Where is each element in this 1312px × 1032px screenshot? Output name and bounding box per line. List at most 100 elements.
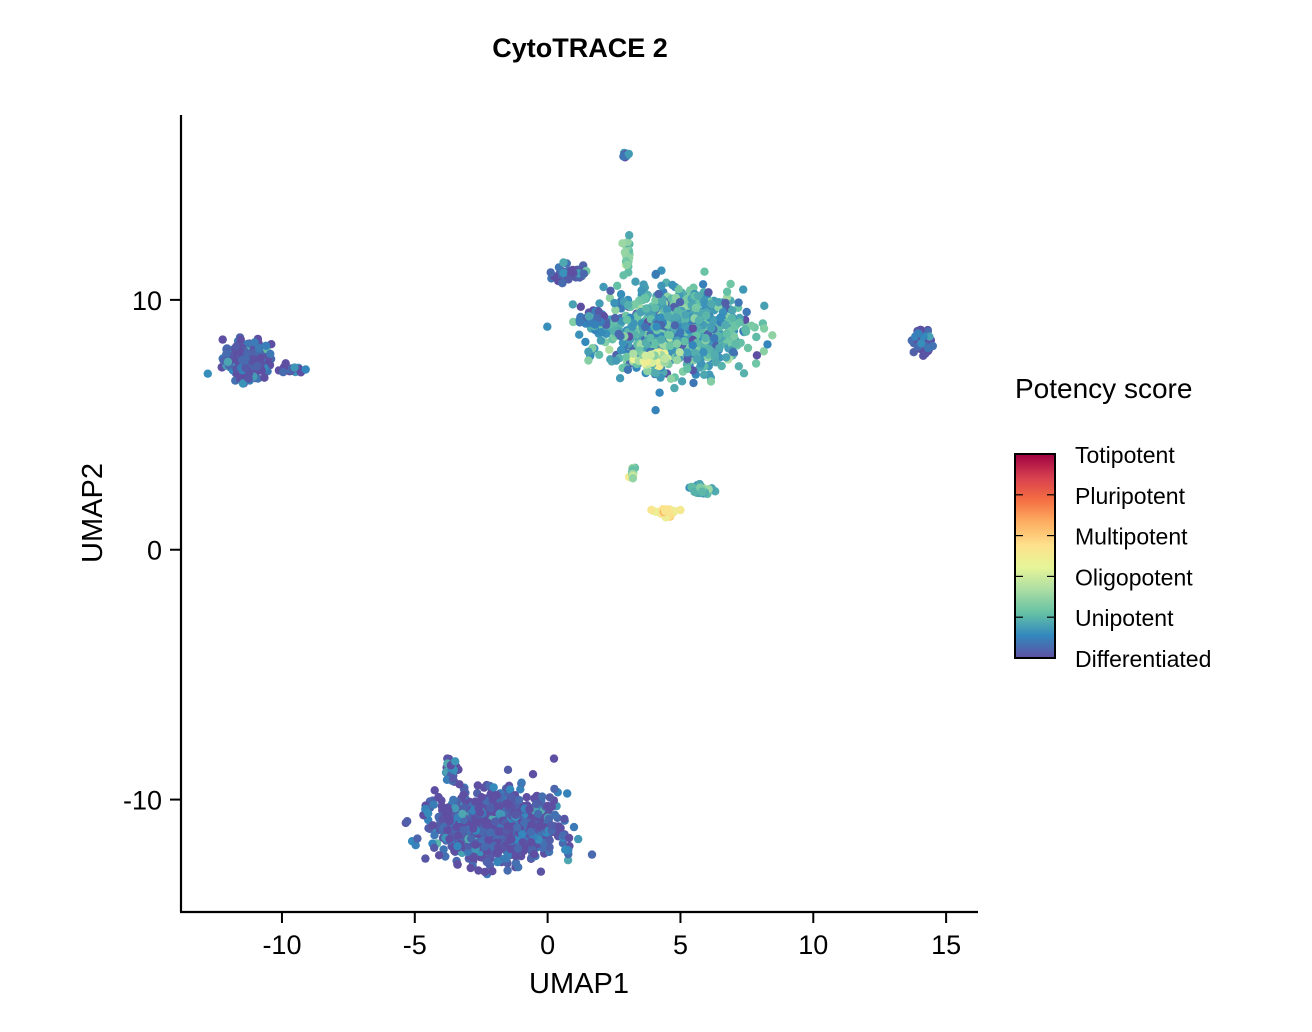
scatter-point bbox=[721, 320, 730, 330]
scatter-point bbox=[495, 827, 505, 836]
scatter-point bbox=[543, 322, 552, 331]
legend-title: Potency score bbox=[1015, 373, 1192, 404]
scatter-point bbox=[768, 331, 777, 340]
scatter-point bbox=[752, 351, 762, 360]
scatter-point bbox=[613, 281, 622, 290]
scatter-point bbox=[702, 311, 711, 320]
scatter-point bbox=[518, 838, 527, 847]
scatter-point bbox=[699, 348, 708, 357]
scatter-point bbox=[493, 857, 502, 867]
x-tick-label: 0 bbox=[540, 930, 555, 960]
scatter-point bbox=[520, 818, 529, 827]
scatter-point bbox=[249, 355, 258, 364]
scatter-point bbox=[668, 280, 677, 290]
scatter-point bbox=[464, 841, 473, 850]
legend: Potency score Totipotent Pluripotent Multi… bbox=[1014, 373, 1211, 672]
cluster-0 bbox=[203, 333, 290, 388]
scatter-point bbox=[674, 285, 683, 294]
scatter-point bbox=[531, 799, 541, 809]
scatter-point bbox=[486, 804, 495, 813]
plot-axes: -10 -5 0 5 10 15 -10 0 10 bbox=[123, 115, 978, 960]
scatter-point bbox=[917, 339, 926, 348]
scatter-point bbox=[700, 267, 709, 276]
scatter-point bbox=[647, 505, 656, 515]
scatter-point bbox=[622, 315, 632, 324]
scatter-point bbox=[421, 854, 430, 863]
scatter-point bbox=[728, 306, 737, 315]
scatter-point bbox=[675, 348, 684, 357]
scatter-point bbox=[692, 354, 702, 363]
scatter-point bbox=[714, 298, 723, 307]
scatter-point bbox=[491, 817, 500, 826]
scatter-point bbox=[445, 816, 454, 826]
scatter-point bbox=[614, 329, 623, 339]
scatter-point bbox=[403, 817, 412, 826]
scatter-point bbox=[616, 345, 626, 355]
scatter-point bbox=[444, 806, 453, 815]
scatter-point bbox=[448, 774, 458, 784]
scatter-point bbox=[434, 851, 444, 860]
scatter-point bbox=[751, 359, 761, 368]
scatter-point bbox=[545, 843, 554, 852]
x-axis-title: UMAP1 bbox=[529, 968, 629, 1000]
x-axis-ticks: -10 -5 0 5 10 15 bbox=[262, 912, 961, 960]
scatter-point bbox=[629, 349, 638, 358]
scatter-point bbox=[670, 383, 679, 393]
scatter-point bbox=[428, 821, 438, 830]
scatter-point bbox=[660, 354, 669, 363]
y-tick-label: 10 bbox=[132, 286, 162, 316]
scatter-point bbox=[301, 365, 310, 374]
scatter-point bbox=[453, 860, 462, 869]
scatter-point bbox=[591, 320, 600, 329]
scatter-point bbox=[710, 334, 719, 343]
cluster-10 bbox=[685, 479, 720, 499]
scatter-point bbox=[722, 287, 732, 296]
scatter-point bbox=[581, 337, 590, 347]
scatter-point bbox=[584, 347, 593, 356]
scatter-point bbox=[559, 258, 568, 267]
scatter-point bbox=[526, 827, 535, 837]
scatter-point bbox=[605, 345, 614, 354]
scatter-point bbox=[502, 854, 511, 863]
scatter-point bbox=[492, 791, 501, 800]
scatter-point bbox=[538, 792, 547, 801]
scatter-point bbox=[468, 853, 478, 863]
scatter-point bbox=[658, 296, 667, 306]
scatter-point bbox=[475, 808, 485, 817]
scatter-point bbox=[763, 340, 772, 349]
y-tick-label: -10 bbox=[123, 786, 162, 816]
scatter-point bbox=[534, 809, 543, 819]
scatter-point bbox=[430, 843, 439, 852]
scatter-point bbox=[218, 335, 227, 344]
scatter-point bbox=[477, 793, 486, 802]
scatter-point bbox=[290, 363, 299, 372]
scatter-point bbox=[683, 364, 692, 374]
cluster-7 bbox=[629, 348, 682, 376]
scatter-point bbox=[715, 343, 724, 353]
scatter-point bbox=[651, 368, 660, 378]
scatter-point bbox=[707, 324, 716, 333]
scatter-point bbox=[576, 302, 585, 311]
scatter-point bbox=[260, 373, 269, 382]
scatter-point bbox=[729, 347, 738, 357]
scatter-point bbox=[629, 319, 638, 328]
scatter-point bbox=[707, 299, 716, 309]
scatter-point bbox=[596, 336, 606, 345]
scatter-point bbox=[594, 307, 603, 316]
scatter-point bbox=[663, 312, 673, 321]
scatter-point bbox=[672, 339, 682, 348]
scatter-point bbox=[721, 298, 730, 308]
scatter-point bbox=[587, 850, 597, 859]
scatter-point bbox=[618, 239, 627, 248]
cluster-6 bbox=[575, 302, 611, 331]
scatter-point bbox=[238, 379, 248, 388]
scatter-point bbox=[665, 508, 674, 517]
scatter-point bbox=[237, 355, 247, 365]
scatter-point bbox=[445, 834, 454, 844]
scatter-point bbox=[657, 281, 666, 290]
scatter-point bbox=[640, 293, 650, 302]
cluster-13 bbox=[441, 754, 464, 789]
scatter-point bbox=[569, 317, 578, 327]
y-tick-label: 0 bbox=[147, 536, 162, 566]
